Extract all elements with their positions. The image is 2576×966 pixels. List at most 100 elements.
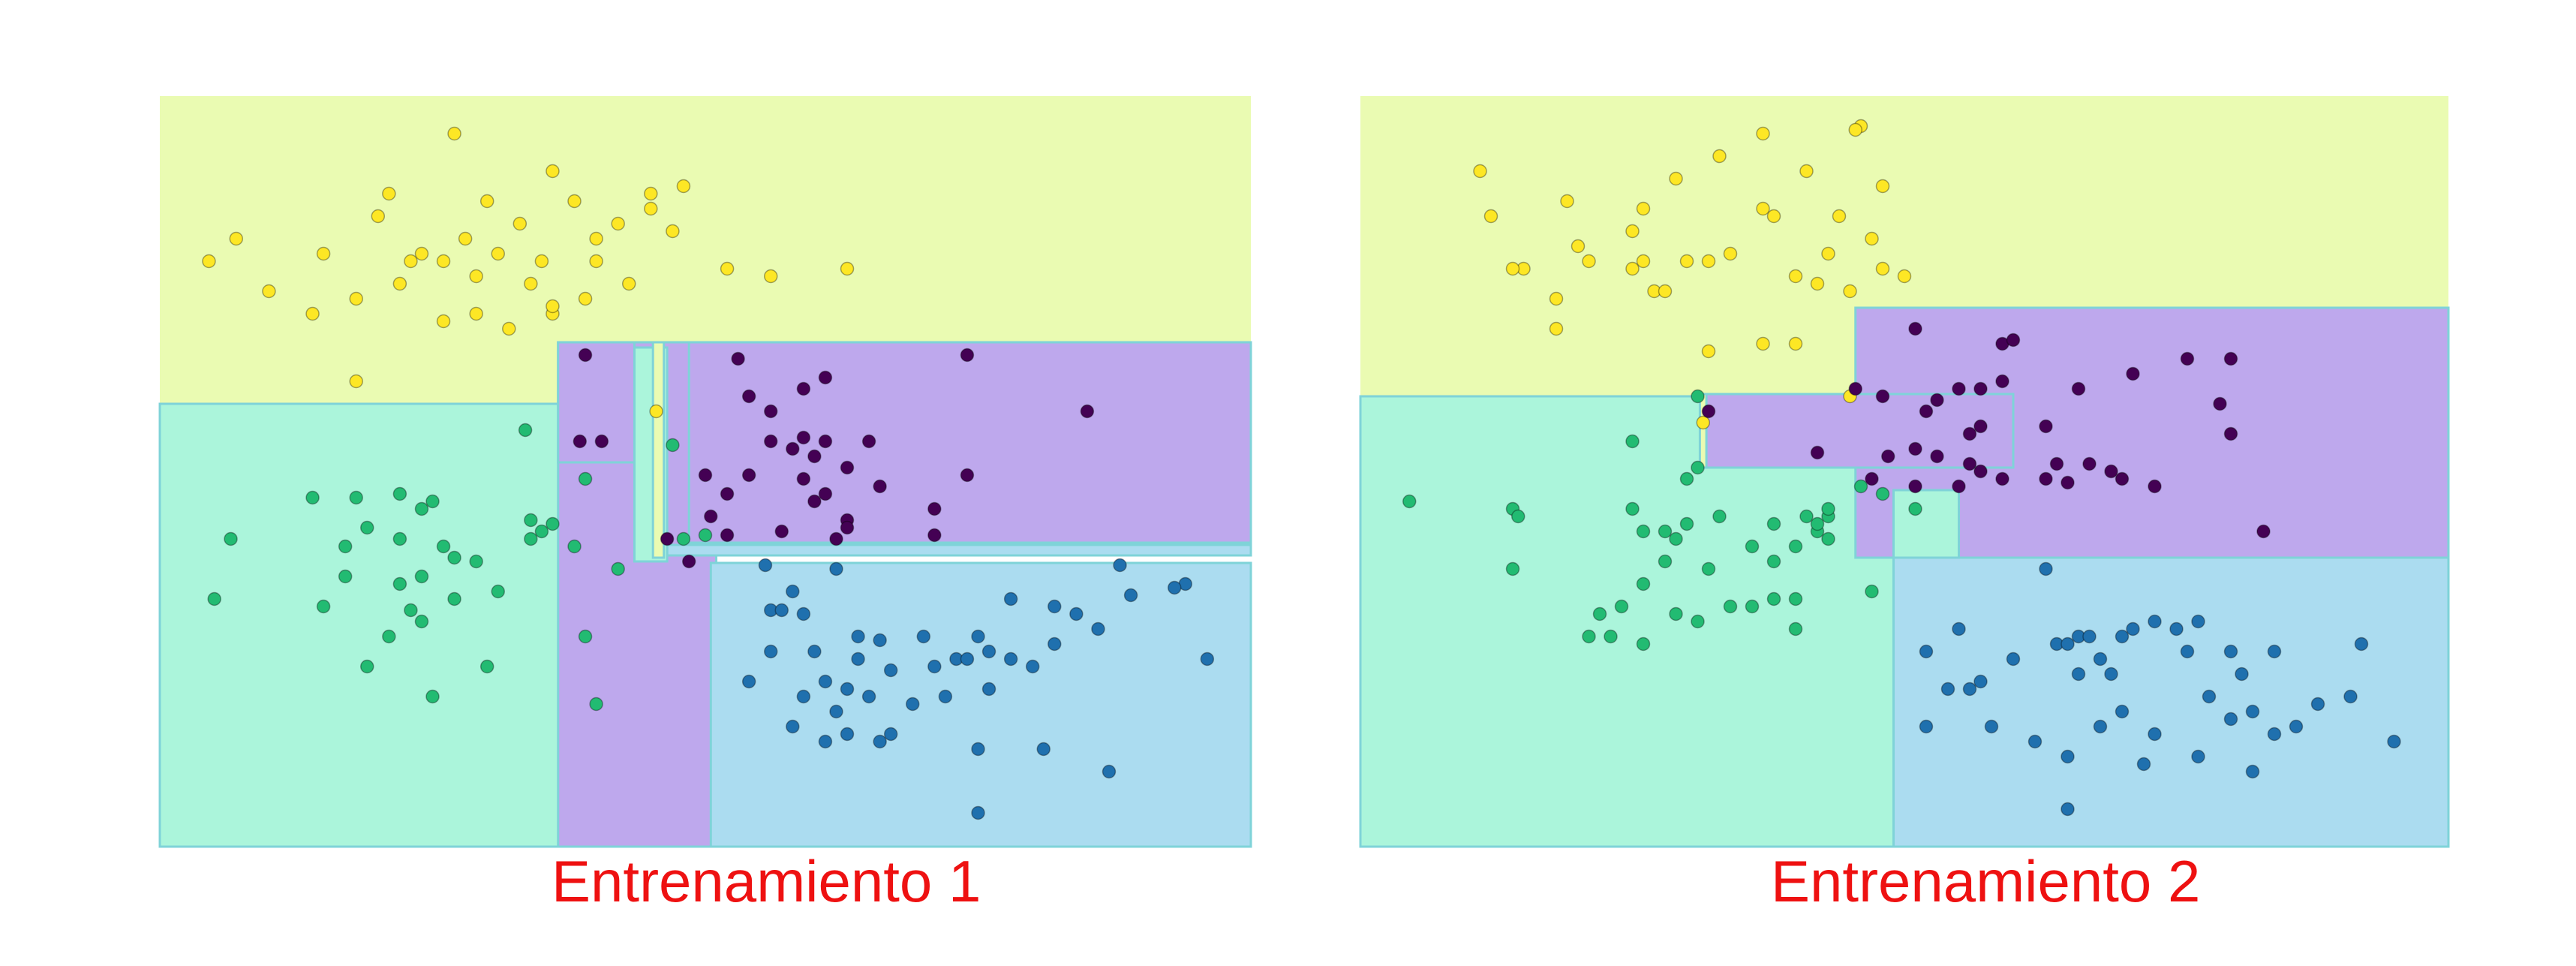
- data-point-yellow: [349, 291, 363, 306]
- data-point-blue: [2343, 689, 2358, 704]
- data-point-yellow: [436, 314, 451, 329]
- data-point-blue: [916, 629, 931, 644]
- data-point-purple: [960, 348, 975, 363]
- data-point-yellow: [1832, 209, 1847, 224]
- data-point-purple: [763, 404, 778, 419]
- data-point-blue: [2180, 644, 2195, 659]
- data-point-blue: [1113, 558, 1127, 573]
- data-point-green: [546, 516, 560, 531]
- chart-title-entrenamiento-1: Entrenamiento 1: [552, 848, 981, 914]
- data-point-blue: [981, 644, 996, 659]
- data-point-purple: [1810, 445, 1825, 460]
- decision-region-blue: [666, 543, 1252, 557]
- data-point-green: [224, 531, 238, 546]
- data-point-blue: [2060, 636, 2075, 652]
- data-point-green: [469, 554, 483, 569]
- data-point-green: [425, 494, 440, 509]
- data-point-yellow: [436, 254, 451, 269]
- decision-region-purple: [687, 341, 1252, 544]
- data-point-blue: [2289, 719, 2304, 734]
- data-point-blue: [2148, 727, 2162, 742]
- data-point-purple: [578, 348, 593, 363]
- data-point-yellow: [382, 186, 396, 201]
- data-point-yellow: [1658, 284, 1673, 299]
- data-point-blue: [873, 633, 887, 648]
- data-point-purple: [1930, 393, 1944, 408]
- data-point-purple: [763, 434, 778, 449]
- data-point-green: [1788, 539, 1803, 554]
- data-point-purple: [786, 441, 800, 456]
- data-point-blue: [1003, 652, 1018, 667]
- data-point-green: [524, 531, 538, 546]
- data-point-blue: [960, 652, 975, 667]
- decision-region-yellow: [1698, 393, 1708, 469]
- data-point-blue: [2039, 561, 2053, 576]
- data-point-yellow: [1625, 224, 1640, 239]
- data-point-blue: [2006, 652, 2021, 667]
- data-point-blue: [786, 584, 800, 599]
- data-point-purple: [2223, 426, 2238, 441]
- data-point-blue: [883, 727, 898, 742]
- data-point-green: [338, 569, 353, 584]
- data-point-blue: [1952, 621, 1966, 636]
- data-point-green: [1788, 621, 1803, 636]
- data-point-blue: [2267, 727, 2282, 742]
- data-point-yellow: [512, 216, 528, 231]
- data-point-yellow: [1843, 284, 1857, 299]
- decision-region-green: [1359, 395, 1901, 848]
- data-point-blue: [971, 742, 985, 757]
- data-point-green: [392, 576, 407, 591]
- data-point-purple: [818, 434, 833, 449]
- decision-region-blue: [709, 561, 1252, 848]
- data-point-blue: [2148, 614, 2162, 629]
- data-point-yellow: [1756, 126, 1770, 141]
- data-point-green: [207, 591, 221, 606]
- data-point-green: [382, 629, 396, 644]
- data-point-yellow: [349, 374, 363, 389]
- data-point-purple: [927, 528, 942, 543]
- data-point-purple: [2060, 475, 2075, 490]
- data-point-purple: [2223, 351, 2238, 366]
- data-point-yellow: [1756, 201, 1770, 216]
- data-point-blue: [2354, 636, 2369, 652]
- data-point-yellow: [1549, 291, 1564, 306]
- data-point-yellow: [305, 306, 320, 321]
- data-point-yellow: [1756, 336, 1770, 351]
- data-point-blue: [2093, 719, 2108, 734]
- data-point-green: [338, 539, 353, 554]
- data-point-green: [491, 584, 505, 599]
- data-point-purple: [1881, 449, 1895, 464]
- data-point-blue: [883, 663, 898, 678]
- data-point-green: [518, 423, 533, 438]
- data-point-purple: [818, 486, 833, 501]
- data-point-purple: [573, 434, 588, 449]
- data-point-green: [1511, 509, 1525, 524]
- data-point-blue: [1091, 621, 1105, 636]
- data-point-blue: [2136, 757, 2151, 772]
- data-point-blue: [763, 644, 778, 659]
- data-point-yellow: [1788, 269, 1803, 284]
- data-point-purple: [681, 554, 696, 569]
- data-point-purple: [873, 479, 887, 494]
- data-point-green: [425, 689, 440, 704]
- data-point-yellow: [458, 231, 473, 246]
- data-point-green: [1853, 479, 1868, 494]
- data-point-purple: [960, 468, 975, 483]
- data-point-green: [404, 603, 418, 618]
- data-point-yellow: [763, 269, 778, 284]
- data-point-green: [666, 438, 680, 453]
- data-point-blue: [1200, 652, 1215, 667]
- data-point-blue: [2071, 667, 2086, 682]
- data-point-purple: [720, 528, 735, 543]
- data-point-yellow: [644, 201, 658, 216]
- data-point-green: [1701, 561, 1716, 576]
- data-point-yellow: [1712, 149, 1727, 164]
- chart-entrenamiento-2: [1359, 96, 2450, 848]
- data-point-blue: [1919, 719, 1934, 734]
- data-point-blue: [1984, 719, 1999, 734]
- data-point-green: [360, 659, 374, 674]
- data-point-purple: [2104, 464, 2118, 479]
- data-point-yellow: [414, 246, 429, 261]
- data-point-yellow: [1788, 336, 1803, 351]
